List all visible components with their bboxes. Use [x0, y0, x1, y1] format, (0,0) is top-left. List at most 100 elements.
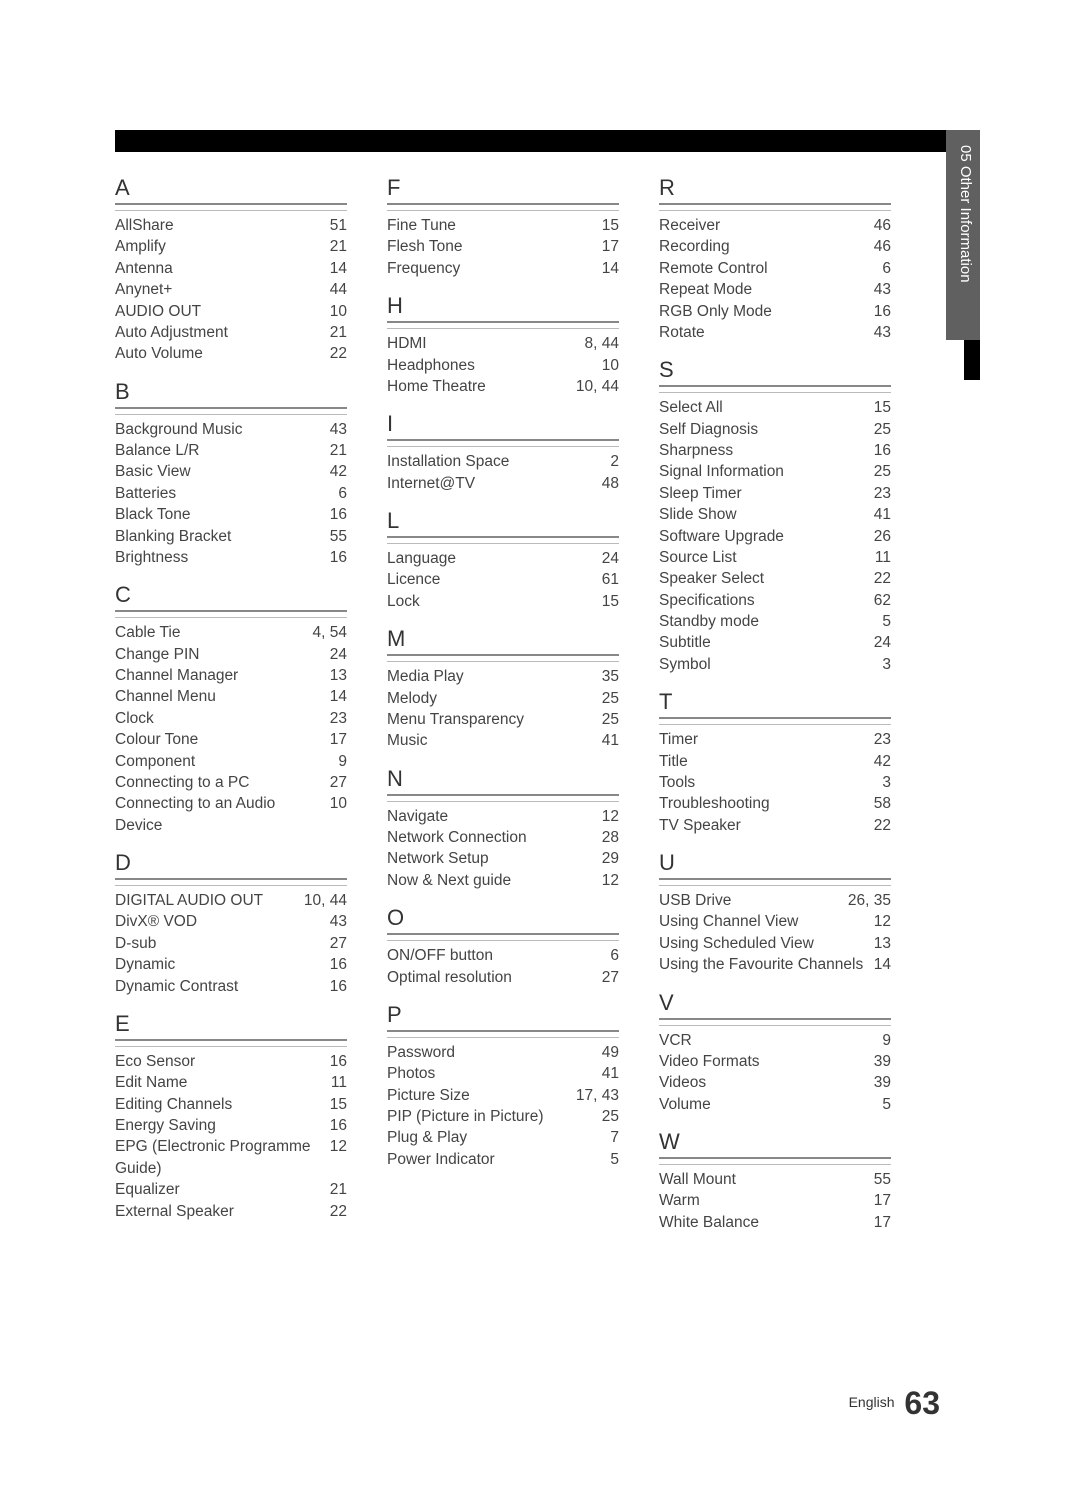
- index-entry: RGB Only Mode16: [659, 301, 891, 322]
- index-entry: White Balance17: [659, 1212, 891, 1233]
- entry-page: 24: [326, 644, 347, 665]
- entry-page: 39: [870, 1072, 891, 1093]
- entry-label: Headphones: [387, 355, 598, 376]
- index-entry: VCR9: [659, 1030, 891, 1051]
- index-entry: Sleep Timer23: [659, 483, 891, 504]
- entry-page: 16: [326, 504, 347, 525]
- entry-label: EPG (Electronic Programme Guide): [115, 1136, 326, 1179]
- section-letter: I: [387, 411, 619, 441]
- entry-label: Using Scheduled View: [659, 933, 870, 954]
- entry-page: 25: [870, 461, 891, 482]
- entry-page: 16: [326, 1051, 347, 1072]
- index-entry: PIP (Picture in Picture)25: [387, 1106, 619, 1127]
- entry-page: 17: [870, 1212, 891, 1233]
- index-entry: Black Tone16: [115, 504, 347, 525]
- index-entry: AUDIO OUT10: [115, 301, 347, 322]
- entry-page: 15: [598, 215, 619, 236]
- index-entry: Slide Show41: [659, 504, 891, 525]
- section-entries: Background Music43Balance L/R21Basic Vie…: [115, 414, 347, 569]
- entry-page: 14: [598, 258, 619, 279]
- index-entry: Component9: [115, 751, 347, 772]
- index-entry: Password49: [387, 1042, 619, 1063]
- entry-label: Photos: [387, 1063, 598, 1084]
- entry-label: Auto Volume: [115, 343, 326, 364]
- entry-label: ON/OFF button: [387, 945, 606, 966]
- entry-page: 21: [326, 236, 347, 257]
- entry-label: D-sub: [115, 933, 326, 954]
- section-entries: AllShare51Amplify21Antenna14Anynet+44AUD…: [115, 210, 347, 365]
- section-entries: Receiver46Recording46Remote Control6Repe…: [659, 210, 891, 343]
- index-entry: Power Indicator5: [387, 1149, 619, 1170]
- index-entry: Language24: [387, 548, 619, 569]
- entry-page: 46: [870, 236, 891, 257]
- entry-label: Menu Transparency: [387, 709, 598, 730]
- entry-label: RGB Only Mode: [659, 301, 870, 322]
- entry-label: Colour Tone: [115, 729, 326, 750]
- entry-label: Blanking Bracket: [115, 526, 326, 547]
- entry-page: 43: [870, 322, 891, 343]
- index-entry: Home Theatre10, 44: [387, 376, 619, 397]
- entry-page: 22: [870, 815, 891, 836]
- entry-label: Repeat Mode: [659, 279, 870, 300]
- entry-label: Network Connection: [387, 827, 598, 848]
- index-entry: Licence61: [387, 569, 619, 590]
- entry-page: 17, 43: [572, 1085, 619, 1106]
- index-entry: Blanking Bracket55: [115, 526, 347, 547]
- entry-label: Remote Control: [659, 258, 878, 279]
- entry-page: 62: [870, 590, 891, 611]
- index-entry: Melody25: [387, 688, 619, 709]
- entry-page: 16: [326, 976, 347, 997]
- index-entry: Internet@TV48: [387, 473, 619, 494]
- index-entry: Source List11: [659, 547, 891, 568]
- entry-page: 42: [326, 461, 347, 482]
- entry-label: Lock: [387, 591, 598, 612]
- entry-label: Picture Size: [387, 1085, 572, 1106]
- entry-page: 17: [870, 1190, 891, 1211]
- index-entry: Title42: [659, 751, 891, 772]
- index-entry: Edit Name11: [115, 1072, 347, 1093]
- entry-page: 8, 44: [581, 333, 619, 354]
- entry-page: 6: [606, 945, 619, 966]
- entry-label: Edit Name: [115, 1072, 327, 1093]
- section-entries: ON/OFF button6Optimal resolution27: [387, 940, 619, 988]
- entry-label: Amplify: [115, 236, 326, 257]
- entry-label: Speaker Select: [659, 568, 870, 589]
- entry-page: 21: [326, 440, 347, 461]
- index-page: 05 Other Information AAllShare51Amplify2…: [0, 0, 1080, 1494]
- entry-page: 42: [870, 751, 891, 772]
- page-footer: English 63: [849, 1385, 940, 1422]
- section-entries: Cable Tie4, 54Change PIN24Channel Manage…: [115, 617, 347, 836]
- entry-label: AUDIO OUT: [115, 301, 326, 322]
- entry-page: 12: [598, 806, 619, 827]
- entry-page: 7: [606, 1127, 619, 1148]
- section-entries: Language24Licence61Lock15: [387, 543, 619, 612]
- section-letter: U: [659, 850, 891, 880]
- entry-label: Using Channel View: [659, 911, 870, 932]
- entry-page: 2: [606, 451, 619, 472]
- entry-page: 39: [870, 1051, 891, 1072]
- index-entry: Clock23: [115, 708, 347, 729]
- entry-label: Batteries: [115, 483, 334, 504]
- entry-page: 26, 35: [844, 890, 891, 911]
- index-entry: Network Connection28: [387, 827, 619, 848]
- entry-label: Specifications: [659, 590, 870, 611]
- entry-label: Internet@TV: [387, 473, 598, 494]
- entry-label: Component: [115, 751, 334, 772]
- entry-label: Videos: [659, 1072, 870, 1093]
- section-letter: L: [387, 508, 619, 538]
- section-entries: DIGITAL AUDIO OUT10, 44DivX® VOD43D-sub2…: [115, 885, 347, 997]
- index-entry: Anynet+44: [115, 279, 347, 300]
- section-letter: N: [387, 766, 619, 796]
- entry-label: Tools: [659, 772, 878, 793]
- entry-page: 55: [326, 526, 347, 547]
- index-entry: Rotate43: [659, 322, 891, 343]
- index-entry: Subtitle24: [659, 632, 891, 653]
- entry-label: Energy Saving: [115, 1115, 326, 1136]
- index-columns: AAllShare51Amplify21Antenna14Anynet+44AU…: [115, 175, 980, 1233]
- entry-page: 61: [598, 569, 619, 590]
- index-entry: Eco Sensor16: [115, 1051, 347, 1072]
- section-letter: V: [659, 990, 891, 1020]
- index-entry: DivX® VOD43: [115, 911, 347, 932]
- entry-label: Plug & Play: [387, 1127, 606, 1148]
- entry-label: Sleep Timer: [659, 483, 870, 504]
